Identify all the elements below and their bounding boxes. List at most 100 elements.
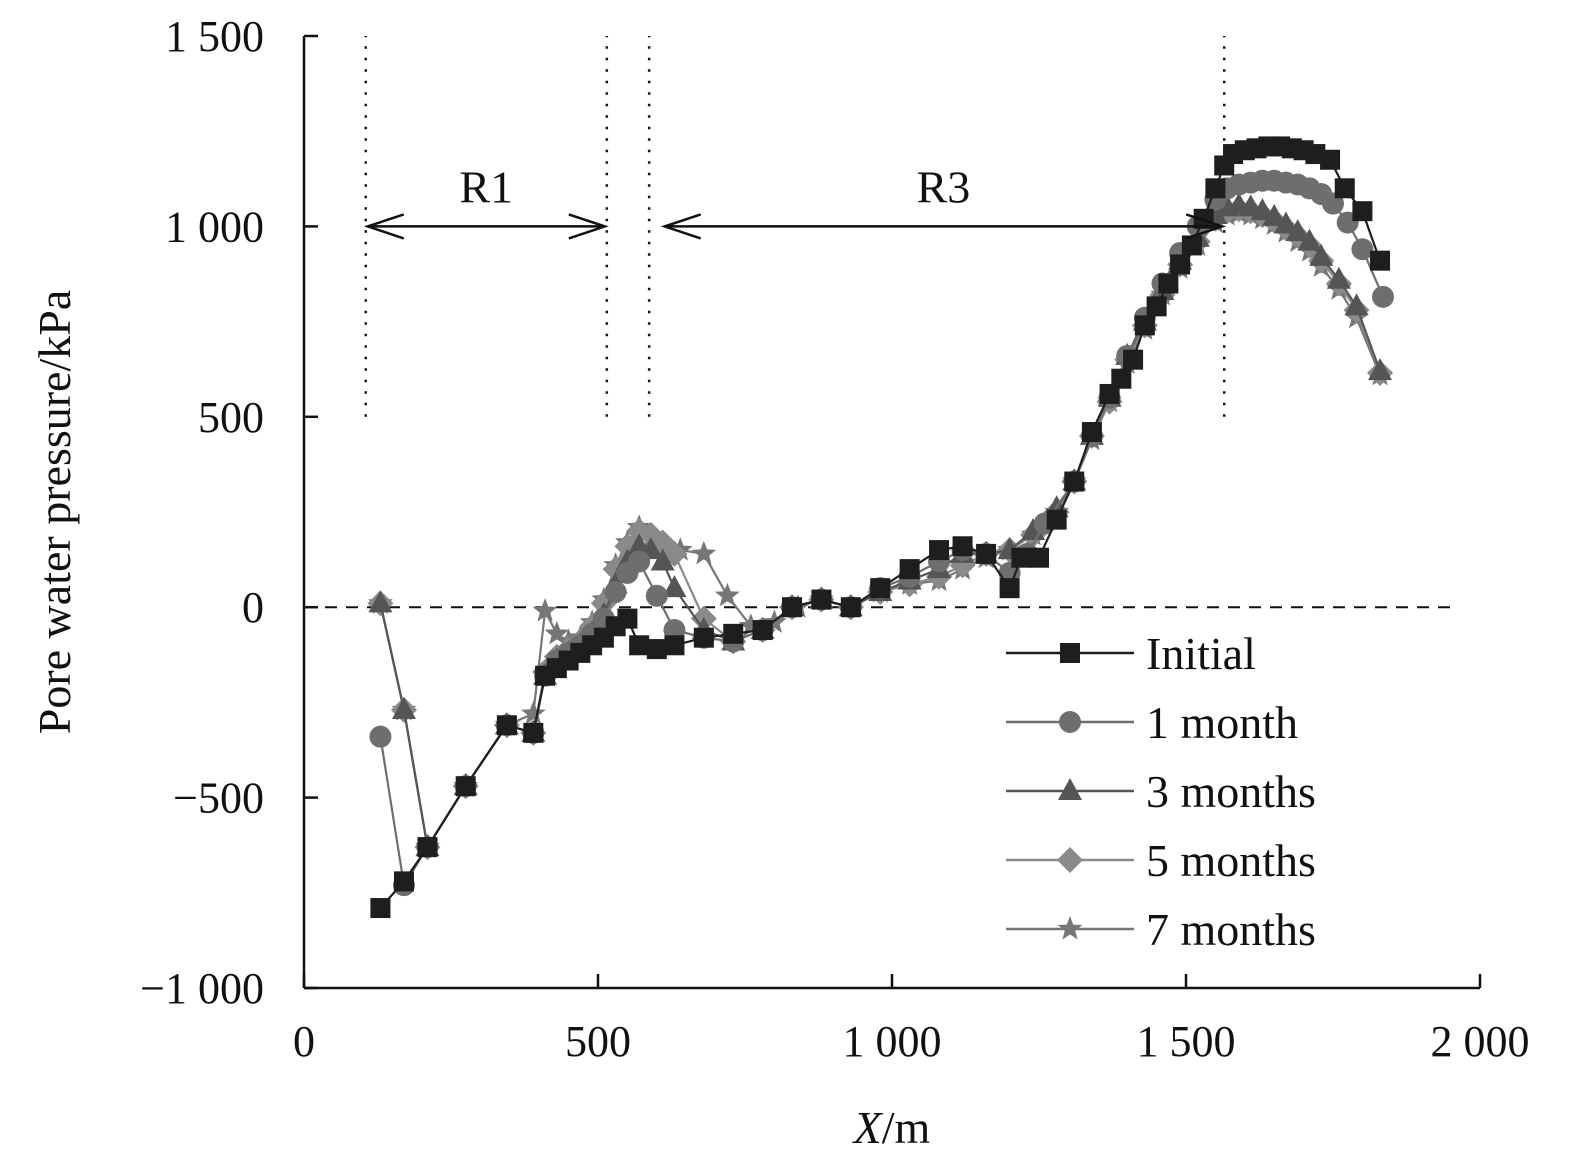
data-point-initial (976, 543, 997, 564)
x-tick-label: 2 000 (1431, 1017, 1530, 1066)
region-label: R3 (917, 161, 971, 212)
data-point-initial (752, 620, 773, 641)
data-point-3-months (368, 590, 393, 613)
x-tick-label: 0 (293, 1017, 315, 1066)
data-point-initial (417, 837, 438, 858)
data-point-initial (1134, 315, 1155, 336)
data-point-initial (1370, 250, 1391, 271)
data-point-initial (1320, 149, 1341, 170)
data-point-3-months (1368, 358, 1393, 381)
series-line-3-months (379, 204, 1382, 851)
data-point-initial (1099, 383, 1120, 404)
data-point-initial (952, 536, 973, 557)
data-point-initial (929, 540, 950, 561)
data-point-initial (629, 635, 650, 656)
data-point-initial (1146, 296, 1167, 317)
x-tick-label: 1 500 (1137, 1017, 1236, 1066)
series-line-7-months (379, 211, 1382, 851)
data-point-1-month (604, 580, 627, 603)
region-annotations: R1 R3 (363, 161, 1227, 240)
data-point-initial (782, 597, 803, 618)
data-point-initial (370, 898, 391, 919)
x-tick-label: 500 (565, 1017, 631, 1066)
data-point-initial (693, 627, 714, 648)
legend-marker (1058, 778, 1082, 800)
data-point-7-months (738, 613, 764, 637)
data-point-initial (840, 597, 861, 618)
legend-label: Initial (1146, 628, 1256, 679)
reference-lines (304, 36, 1450, 609)
data-point-1-month (1371, 285, 1394, 308)
data-point-initial (1064, 471, 1085, 492)
series-3-months (368, 192, 1393, 857)
data-point-initial (496, 715, 517, 736)
x-tick-label: 1 000 (843, 1017, 942, 1066)
x-axis-unit: /m (882, 1102, 931, 1153)
region-arrow-head-right (1185, 213, 1227, 240)
data-point-initial (1123, 349, 1144, 370)
data-point-initial (664, 635, 685, 656)
data-point-3-months (662, 575, 687, 598)
data-point-initial (811, 589, 832, 610)
y-tick-label: 1 000 (165, 202, 264, 251)
data-point-initial (1170, 254, 1191, 275)
legend-entry-7-months: 7 months (1006, 904, 1316, 955)
y-tick-label: 0 (242, 583, 264, 632)
legend-label: 7 months (1146, 904, 1316, 955)
legend-marker (1057, 847, 1083, 873)
data-point-initial (723, 623, 744, 644)
y-axis-title: Pore water pressure/kPa (29, 290, 80, 735)
data-point-initial (1081, 422, 1102, 443)
axis-titles: Pore water pressure/kPa X/m (29, 290, 931, 1153)
data-point-3-months (1273, 211, 1298, 234)
region-arrow-head-left (660, 213, 702, 240)
data-point-initial (646, 639, 667, 660)
data-point-initial (899, 559, 920, 580)
data-point-1-month (645, 584, 668, 607)
data-point-initial (870, 578, 891, 599)
y-tick-label: −1 000 (140, 964, 264, 1013)
data-point-initial (1158, 273, 1179, 294)
data-point-initial (999, 578, 1020, 599)
data-point-3-months (1326, 266, 1351, 289)
data-point-3-months (1262, 203, 1287, 226)
data-point-3-months (1309, 243, 1334, 266)
data-point-initial (1011, 547, 1032, 568)
data-point-1-month (1351, 238, 1374, 261)
data-point-initial (1111, 368, 1132, 389)
data-point-7-months (532, 598, 558, 622)
x-axis-title: X/m (852, 1102, 931, 1153)
data-point-initial (617, 608, 638, 629)
series-1-month (369, 169, 1394, 897)
x-axis-variable: X (852, 1102, 884, 1153)
data-point-3-months (1297, 228, 1322, 251)
legend-entry-5-months: 5 months (1006, 835, 1316, 886)
series-line-5-months (379, 208, 1382, 851)
data-point-3-months (391, 697, 416, 720)
data-point-3-months (1285, 219, 1310, 242)
data-point-initial (393, 871, 414, 892)
data-point-3-months (1344, 293, 1369, 316)
data-point-7-months (691, 540, 717, 565)
series-initial (370, 136, 1391, 919)
data-point-7-months (544, 620, 570, 645)
data-point-initial (1029, 547, 1049, 568)
data-point-7-months (521, 700, 546, 725)
data-point-initial (1046, 509, 1067, 530)
legend-marker (1057, 916, 1083, 940)
data-point-initial (1205, 178, 1226, 199)
series-7-months (368, 200, 1393, 858)
data-point-initial (455, 776, 476, 797)
y-tick-label: 500 (198, 393, 264, 442)
region-arrow-head-left (363, 213, 405, 240)
axes: −1 000 −500 0 500 1 000 1 500 0 500 1 000 1 500 2 … (140, 12, 1529, 1066)
legend: Initial 1 month 3 months 5 months 7 months (1006, 628, 1316, 955)
legend-label: 5 months (1146, 835, 1316, 886)
data-point-3-months (650, 548, 675, 571)
legend-entry-initial: Initial (1006, 628, 1256, 679)
data-point-initial (1352, 201, 1373, 222)
legend-entry-3-months: 3 months (1006, 766, 1316, 817)
series-5-months (367, 196, 1394, 861)
y-tick-label: −500 (173, 774, 264, 823)
